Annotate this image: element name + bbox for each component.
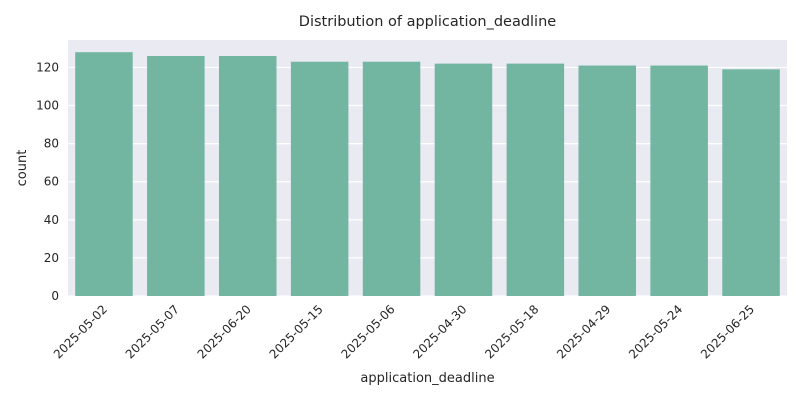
bar-2025-04-29 — [578, 65, 637, 297]
bar-2025-05-02 — [75, 52, 133, 296]
y-tick-label: 0 — [51, 289, 59, 303]
bar-2025-06-25 — [722, 69, 780, 296]
bar-2025-05-24 — [650, 65, 708, 297]
y-tick-label: 120 — [36, 60, 59, 74]
y-axis-label: count — [15, 150, 30, 187]
y-tick-label: 60 — [44, 175, 59, 189]
x-tick-label: 2025-04-30 — [410, 302, 469, 361]
x-tick-label: 2025-05-24 — [626, 302, 685, 361]
bar-2025-05-18 — [506, 63, 565, 296]
x-tick-label: 2025-04-29 — [554, 302, 613, 361]
y-tick-label: 20 — [44, 251, 59, 265]
bar-2025-05-07 — [147, 56, 205, 296]
bar-2025-04-30 — [434, 63, 493, 296]
x-tick-label: 2025-06-20 — [195, 302, 254, 361]
x-tick-label: 2025-05-02 — [51, 302, 110, 361]
x-axis-label: application_deadline — [360, 371, 494, 386]
bar-2025-05-06 — [362, 61, 421, 296]
x-axis-ticks: 2025-05-02 2025-05-07 2025-06-20 2025-05-15… — [51, 302, 757, 361]
y-tick-label: 100 — [36, 99, 59, 113]
x-tick-label: 2025-05-07 — [123, 302, 182, 361]
bar-2025-05-15 — [290, 61, 349, 296]
chart-title: Distribution of application_deadline — [299, 14, 556, 30]
x-tick-label: 2025-05-06 — [338, 302, 397, 361]
y-axis-ticks: 0 20 40 60 80 100 120 — [36, 60, 59, 303]
x-tick-label: 2025-05-15 — [267, 302, 326, 361]
y-tick-label: 80 — [44, 137, 59, 151]
x-tick-label: 2025-06-25 — [698, 302, 757, 361]
bars — [75, 52, 780, 297]
bar-2025-06-20 — [218, 56, 277, 296]
x-tick-label: 2025-05-18 — [482, 302, 541, 361]
y-tick-label: 40 — [44, 213, 59, 227]
